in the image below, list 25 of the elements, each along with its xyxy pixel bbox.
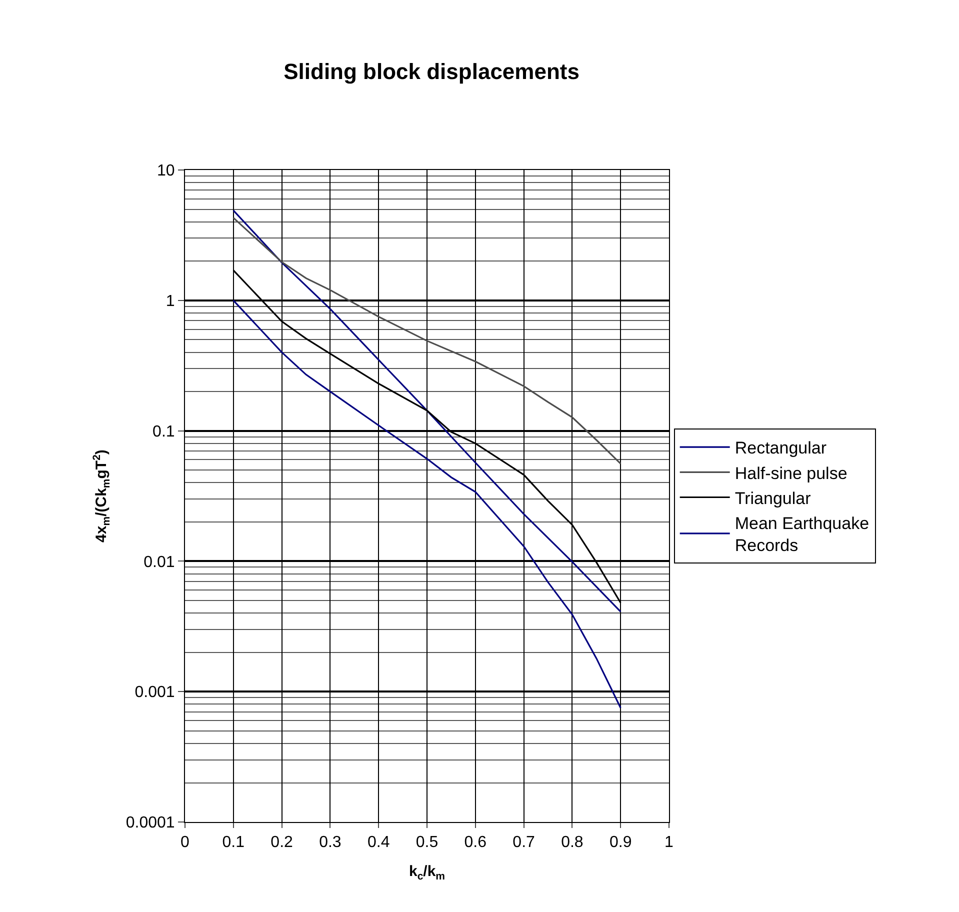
chart-title: Sliding block displacements [284, 59, 580, 84]
x-tick-label: 0.2 [270, 834, 294, 852]
legend-label: Rectangular [734, 438, 827, 458]
y-tick-label: 0.0001 [126, 814, 175, 832]
line-series [232, 300, 622, 709]
x-tick-label: 0.9 [609, 834, 632, 852]
y-tick-label: 0.01 [144, 554, 175, 571]
x-tick-label: 0.8 [561, 834, 584, 852]
x-tick-label: 0.5 [416, 834, 438, 852]
x-tick-label: 1 [664, 834, 674, 852]
x-tick-label: 0.4 [367, 834, 390, 852]
x-tick-label: 0.6 [464, 834, 487, 852]
legend-label: Half-sine pulse [734, 464, 848, 483]
x-tick-label: 0.3 [319, 834, 342, 852]
y-tick-label: 0.001 [134, 684, 175, 702]
x-axis-title: k$_{c}$/k$_{m}$ [408, 863, 446, 882]
x-tick-label: 0.7 [512, 834, 536, 852]
y-tick-label: 1 [166, 293, 175, 310]
x-tick-label: 0.1 [222, 834, 245, 852]
line-series [232, 210, 622, 612]
legend-label: Mean Earthquake Records [734, 514, 870, 556]
legend-label: Triangular [734, 488, 812, 508]
x-tick-label: 0 [180, 834, 190, 852]
y-tick-label: 0.1 [152, 423, 175, 440]
y-tick-label: 10 [157, 162, 175, 180]
